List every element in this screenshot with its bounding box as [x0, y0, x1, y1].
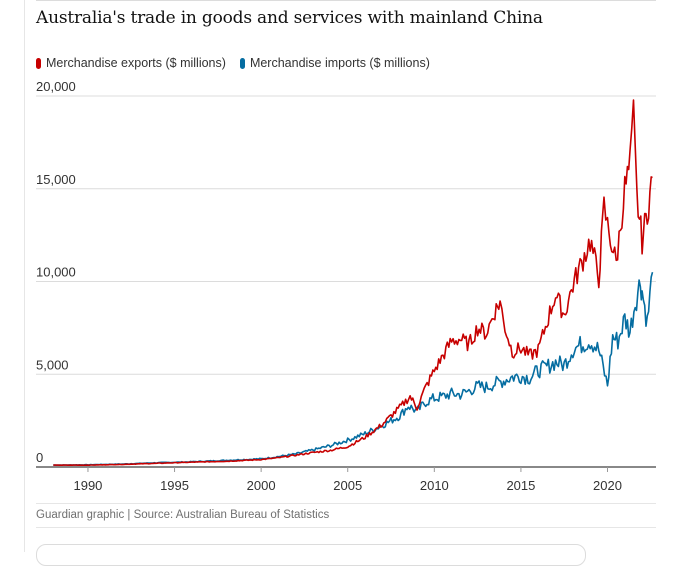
- y-axis: 0 5,000 10,000 15,000 20,000: [36, 79, 76, 465]
- x-tick-label: 2000: [247, 478, 276, 493]
- legend-label-imports: Merchandise imports ($ millions): [249, 56, 430, 70]
- x-tick-label: 2005: [333, 478, 362, 493]
- left-rule: [24, 0, 25, 552]
- bottom-rule: [36, 527, 656, 528]
- gridlines: [36, 95, 656, 468]
- legend-item-imports: Merchandise imports ($ millions): [239, 56, 430, 70]
- x-tick-label: 2015: [506, 478, 535, 493]
- x-tick-label: 2020: [593, 478, 622, 493]
- y-tick-label: 0: [36, 450, 43, 465]
- legend-swatch-exports: [36, 57, 41, 69]
- x-tick-label: 1995: [160, 478, 189, 493]
- top-rule: [36, 0, 656, 1]
- y-tick-label: 5,000: [36, 357, 69, 372]
- legend: Merchandise exports ($ millions) Merchan…: [36, 56, 444, 70]
- next-content-card: [36, 544, 586, 566]
- x-tick-label: 1990: [73, 478, 102, 493]
- legend-label-exports: Merchandise exports ($ millions): [46, 56, 226, 70]
- footer-rule: [36, 503, 656, 504]
- source-note: Guardian graphic | Source: Australian Bu…: [36, 509, 330, 521]
- chart-title: Australia's trade in goods and services …: [36, 8, 543, 28]
- y-tick-label: 10,000: [36, 265, 76, 280]
- series-lines: [53, 99, 654, 466]
- y-tick-label: 20,000: [36, 79, 76, 94]
- x-tick-label: 2010: [420, 478, 449, 493]
- line-chart: 0 5,000 10,000 15,000 20,000 1990 1995 2000 200…: [36, 79, 656, 493]
- y-tick-label: 15,000: [36, 172, 76, 187]
- legend-swatch-imports: [239, 57, 245, 69]
- legend-item-exports: Merchandise exports ($ millions): [36, 56, 226, 70]
- series-line-imports: [53, 271, 654, 466]
- x-axis: 1990 1995 2000 2005 2010 2015 2020: [73, 467, 622, 493]
- series-line-exports: [53, 99, 653, 466]
